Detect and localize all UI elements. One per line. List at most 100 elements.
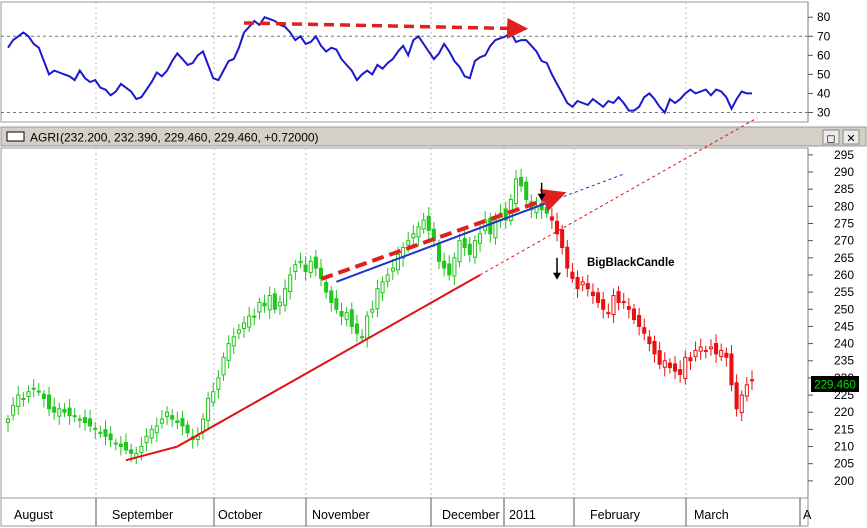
candle-body — [442, 260, 447, 269]
candle-body — [642, 327, 647, 334]
candle-body — [688, 357, 693, 362]
candle-body — [560, 229, 565, 249]
candle-body — [421, 219, 426, 230]
candle-body — [165, 411, 170, 417]
candle-body — [401, 247, 406, 259]
candle-body — [144, 435, 149, 444]
candle-body — [698, 346, 703, 352]
month-label: December — [442, 508, 500, 522]
candle-body — [159, 418, 164, 424]
candle-body — [436, 244, 442, 262]
candle-body — [365, 315, 370, 339]
price-tick-label: 295 — [834, 148, 854, 162]
candle-body — [503, 208, 508, 221]
price-tick-label: 280 — [834, 199, 854, 213]
restore-icon: ◻ — [826, 132, 835, 145]
month-label: October — [218, 508, 262, 522]
candle-body — [16, 394, 21, 407]
price-tick-label: 215 — [834, 422, 854, 436]
candle-body — [744, 384, 749, 397]
candle-body — [185, 424, 190, 434]
candle-body — [596, 292, 601, 303]
candle-body — [380, 281, 385, 294]
candle-body — [667, 362, 672, 369]
month-label: February — [590, 508, 641, 522]
candle-body — [221, 356, 226, 376]
month-label: August — [14, 508, 53, 522]
close-button[interactable] — [842, 129, 860, 145]
price-tick-label: 240 — [834, 337, 854, 351]
candle-body — [67, 407, 72, 417]
down-arrow-head — [553, 272, 562, 280]
candle-body — [457, 240, 462, 263]
candle-body — [41, 393, 46, 399]
candle-body — [544, 207, 549, 214]
rsi-axis-area — [808, 2, 866, 122]
candle-body — [344, 312, 349, 320]
candle-body — [26, 391, 31, 397]
candle-body — [488, 217, 493, 235]
candle-body — [298, 260, 303, 264]
candle-body — [734, 382, 739, 410]
candle-body — [519, 176, 524, 187]
candle-body — [226, 343, 231, 361]
candle-body — [467, 243, 472, 255]
candle-body — [195, 435, 200, 440]
candle-body — [493, 219, 498, 239]
symbol-label: AGRI — [30, 131, 59, 145]
candle-body — [334, 298, 339, 310]
rsi-panel — [0, 1, 866, 123]
candle-body — [216, 377, 221, 390]
candle-body — [82, 417, 88, 424]
candle-body — [98, 431, 103, 434]
candle-body — [206, 397, 211, 421]
rsi-line — [7, 15, 752, 115]
candle-body — [616, 291, 621, 303]
panel-icon — [6, 131, 25, 142]
candle-body — [241, 322, 247, 329]
candle-body — [77, 418, 82, 421]
last-price-box — [811, 376, 859, 392]
candle-body — [262, 302, 267, 307]
candle-body — [118, 443, 123, 448]
candle-body — [749, 379, 755, 382]
candle-body — [349, 309, 354, 327]
candle-body — [236, 329, 241, 334]
candle-body — [180, 418, 185, 427]
candle-body — [637, 315, 642, 327]
candle-body — [611, 295, 616, 316]
price-tick-label: 235 — [834, 354, 854, 368]
candle-body — [621, 301, 626, 304]
candle-body — [324, 281, 329, 293]
rsi-tick-label: 50 — [817, 67, 831, 81]
candle-body — [62, 408, 67, 413]
candle-body — [724, 352, 729, 358]
price-tick-label: 250 — [834, 302, 854, 316]
candle-body — [652, 340, 657, 355]
candle-body — [657, 350, 662, 365]
month-label: March — [694, 508, 729, 522]
restore-button[interactable] — [822, 129, 840, 145]
ohlc-readout: (232.200, 232.390, 229.460, 229.460, +0.… — [60, 131, 319, 145]
candle-body — [478, 233, 483, 244]
candle-body — [708, 346, 713, 350]
candle-body — [385, 274, 390, 282]
support-trendline — [125, 274, 481, 462]
candle-body — [283, 288, 288, 306]
month-axis — [0, 497, 809, 527]
overlay-layer — [125, 17, 758, 462]
down-arrow-head — [537, 193, 546, 201]
candle-body — [211, 391, 216, 403]
candle-body — [354, 323, 359, 334]
big-black-candle-label: BigBlackCandle — [587, 257, 675, 269]
price-tick-label: 270 — [834, 234, 854, 248]
candle-body — [472, 240, 477, 258]
price-tick-label: 220 — [834, 405, 854, 419]
candle-body — [277, 301, 282, 307]
candle-body — [93, 427, 98, 430]
rsi-layer — [7, 15, 752, 115]
candle-body — [5, 418, 11, 424]
header-bar — [0, 126, 867, 147]
candle-body — [416, 226, 421, 238]
